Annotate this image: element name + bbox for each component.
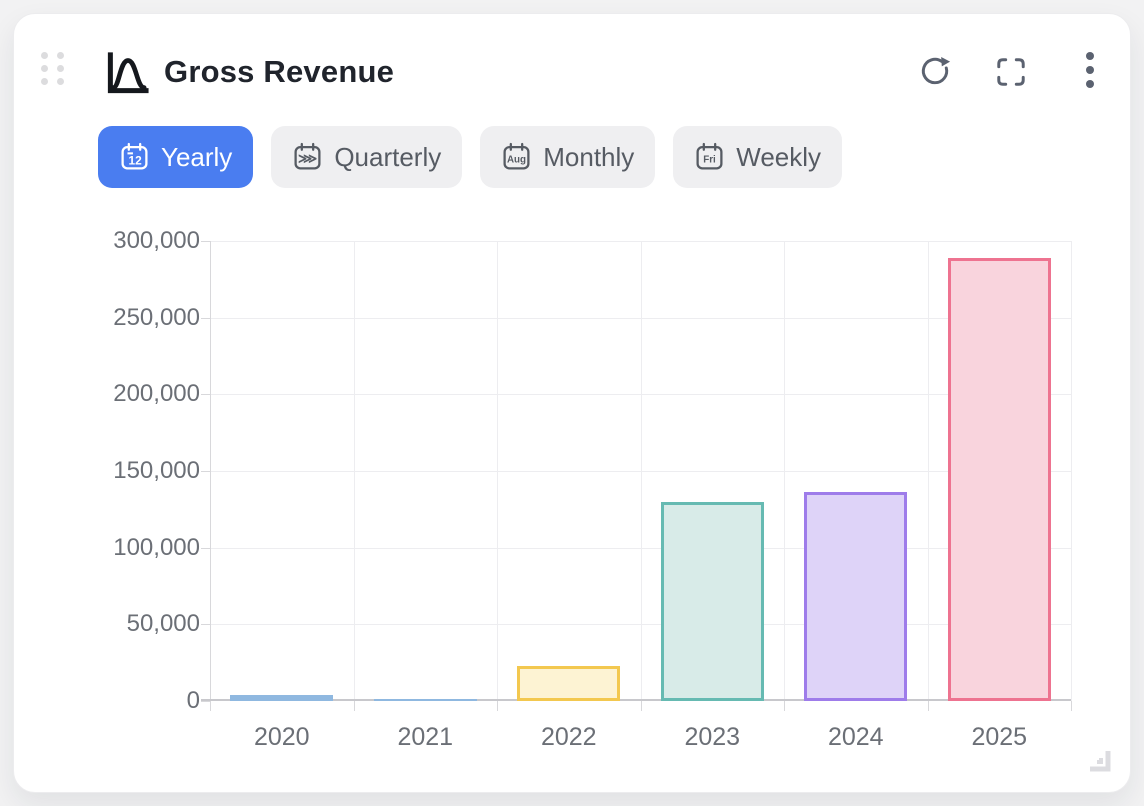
axis-tick — [353, 701, 355, 711]
axis-tick — [927, 701, 929, 711]
axis-tick — [201, 317, 210, 319]
chart-widget-card: Gross Revenue — [13, 13, 1131, 793]
tab-yearly[interactable]: 12 Yearly — [98, 126, 254, 188]
svg-text:12: 12 — [129, 153, 143, 167]
drag-handle-icon[interactable] — [41, 52, 64, 85]
gridline-vertical — [1071, 241, 1072, 701]
x-axis-label: 2021 — [397, 723, 454, 751]
gridline-vertical — [640, 241, 642, 701]
plot-area — [201, 241, 1072, 711]
bar-2022[interactable] — [517, 665, 620, 701]
refresh-icon — [918, 54, 952, 91]
x-axis-label: 2025 — [971, 723, 1028, 751]
tab-quarterly[interactable]: ⋙ Quarterly — [271, 126, 463, 188]
more-options-button[interactable] — [1072, 50, 1108, 92]
y-axis-label: 50,000 — [126, 610, 200, 638]
bar-2023[interactable] — [661, 501, 764, 701]
y-axis-label: 100,000 — [113, 533, 200, 561]
refresh-button[interactable] — [917, 51, 953, 93]
axis-tick — [210, 701, 211, 711]
bar-2025[interactable] — [948, 257, 1051, 701]
axis-tick — [640, 701, 642, 711]
svg-text:Fri: Fri — [704, 154, 717, 165]
calendar-month-icon: Aug — [501, 142, 532, 173]
y-axis-label: 250,000 — [113, 303, 200, 331]
axis-tick — [201, 624, 210, 626]
calendar-week-icon: Fri — [694, 142, 725, 173]
tab-monthly[interactable]: Aug Monthly — [480, 126, 656, 188]
gridline-vertical — [210, 241, 211, 701]
y-axis-label: 150,000 — [113, 457, 200, 484]
x-axis-label: 2024 — [827, 723, 884, 751]
bar-2024[interactable] — [804, 492, 907, 701]
gridline-vertical — [927, 241, 929, 701]
y-axis-labels: 0 50,000 100,000 150,000 200,000 250,000 300,0… — [54, 227, 200, 714]
axis-tick — [201, 394, 210, 396]
y-axis-label: 300,000 — [113, 227, 200, 254]
calendar-year-icon: 12 — [119, 142, 150, 173]
distribution-chart-icon — [103, 48, 153, 100]
calendar-quarter-icon: ⋙ — [292, 142, 323, 173]
y-axis-label: 200,000 — [113, 380, 200, 408]
kebab-menu-icon — [1083, 49, 1097, 94]
axis-tick — [497, 701, 498, 711]
axis-tick — [201, 471, 210, 472]
gridline-vertical — [497, 241, 498, 701]
bar-2021[interactable] — [374, 699, 477, 701]
axis-tick — [1071, 701, 1072, 711]
x-axis-label: 2023 — [684, 723, 741, 751]
tab-label: Weekly — [736, 141, 822, 172]
fullscreen-button[interactable] — [993, 52, 1029, 94]
y-axis-label: 0 — [186, 687, 200, 714]
gridline-vertical — [784, 241, 785, 701]
tab-label: Quarterly — [334, 141, 442, 172]
svg-text:Aug: Aug — [507, 154, 526, 165]
svg-text:⋙: ⋙ — [298, 151, 317, 166]
axis-tick — [201, 701, 210, 702]
axis-tick — [201, 547, 210, 549]
widget-title: Gross Revenue — [164, 54, 395, 89]
tab-label: Yearly — [161, 141, 233, 172]
tab-weekly[interactable]: Fri Weekly — [673, 126, 843, 188]
bar-2020[interactable] — [230, 695, 333, 701]
x-axis-label: 2022 — [540, 723, 597, 751]
fullscreen-icon — [994, 55, 1028, 92]
axis-tick — [784, 701, 785, 711]
tab-label: Monthly — [543, 141, 635, 172]
x-axis-labels: 2020 2021 2022 2023 2024 2025 — [210, 723, 1071, 757]
gridline-vertical — [353, 241, 355, 701]
x-axis-label: 2020 — [253, 723, 310, 751]
period-tabs: 12 Yearly ⋙ Quarterly Aug — [98, 126, 843, 188]
x-axis-line — [201, 699, 1071, 701]
axis-tick — [201, 241, 210, 242]
resize-handle-icon[interactable] — [1078, 739, 1114, 780]
